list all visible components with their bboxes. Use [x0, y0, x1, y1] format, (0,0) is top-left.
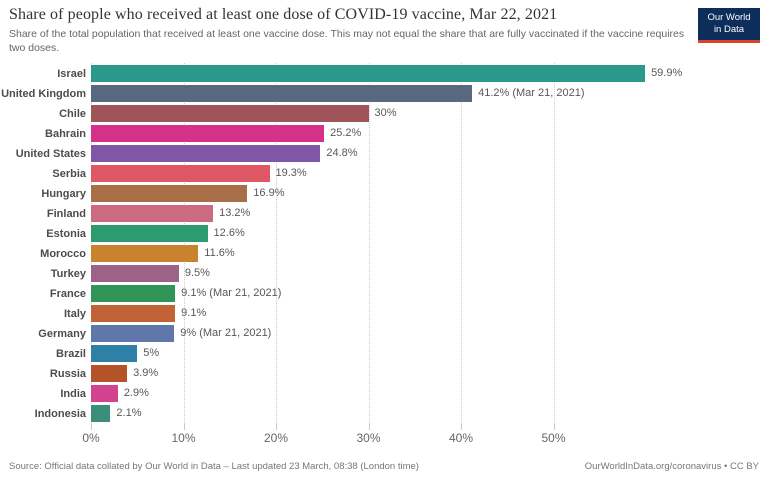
value-label: 2.1%	[116, 407, 142, 419]
chart-footer: Source: Official data collated by Our Wo…	[0, 461, 768, 472]
x-tick-label: 50%	[541, 431, 566, 445]
bar[interactable]	[91, 305, 176, 322]
bar-row-germany[interactable]: Germany 9% (Mar 21, 2021)	[0, 324, 768, 344]
country-label: United States	[15, 148, 86, 160]
owid-logo-line2: in Data	[713, 24, 745, 35]
country-label: Hungary	[41, 188, 86, 200]
license-link[interactable]: OurWorldInData.org/coronavirus • CC BY	[584, 461, 759, 472]
bar[interactable]	[91, 345, 138, 362]
country-label: Germany	[38, 328, 86, 340]
bar-row-israel[interactable]: Israel 59.9%	[0, 64, 768, 84]
owid-logo[interactable]: Our World in Data	[698, 8, 760, 43]
owid-logo-line1: Our World	[707, 12, 751, 24]
bar[interactable]	[91, 265, 179, 282]
gridline-40%	[461, 63, 462, 430]
gridline-20%	[276, 63, 277, 430]
bar-row-indonesia[interactable]: Indonesia 2.1%	[0, 404, 768, 424]
bar[interactable]	[91, 145, 321, 162]
country-label: France	[49, 288, 86, 300]
chart-title: Share of people who received at least on…	[9, 6, 558, 23]
x-tick-mark	[553, 424, 555, 429]
value-label: 13.2%	[219, 207, 251, 219]
bar[interactable]	[91, 285, 176, 302]
value-label: 24.8%	[326, 147, 358, 159]
bar-row-united-kingdom[interactable]: United Kingdom 41.2% (Mar 21, 2021)	[0, 84, 768, 104]
bar-row-russia[interactable]: Russia 3.9%	[0, 364, 768, 384]
value-label: 59.9%	[651, 67, 683, 79]
country-label: Bahrain	[45, 128, 86, 140]
bar[interactable]	[91, 105, 369, 122]
x-tick-mark	[368, 424, 370, 429]
bar-row-bahrain[interactable]: Bahrain 25.2%	[0, 124, 768, 144]
source-note: Source: Official data collated by Our Wo…	[9, 461, 419, 472]
bar-row-finland[interactable]: Finland 13.2%	[0, 204, 768, 224]
country-label: Turkey	[50, 268, 86, 280]
x-tick-label: 40%	[448, 431, 474, 445]
country-label: United Kingdom	[1, 88, 86, 100]
value-label: 9.5%	[184, 267, 210, 279]
bar[interactable]	[91, 385, 118, 402]
bar[interactable]	[91, 365, 128, 382]
value-label: 12.6%	[213, 227, 245, 239]
x-tick-mark	[183, 424, 185, 429]
value-label: 30%	[374, 107, 397, 119]
bar-row-hungary[interactable]: Hungary 16.9%	[0, 184, 768, 204]
bar[interactable]	[91, 185, 248, 202]
bar[interactable]	[91, 205, 214, 222]
bar[interactable]	[91, 245, 199, 262]
country-label: Indonesia	[34, 408, 86, 420]
bar-chart-plot-area: Israel 59.9% United Kingdom 41.2% (Mar 21, …	[0, 62, 768, 445]
country-label: Chile	[59, 108, 86, 120]
bar-row-italy[interactable]: Italy 9.1%	[0, 304, 768, 324]
value-label: 41.2% (Mar 21, 2021)	[478, 87, 585, 99]
value-label: 9% (Mar 21, 2021)	[180, 327, 272, 339]
bar-row-estonia[interactable]: Estonia 12.6%	[0, 224, 768, 244]
bar[interactable]	[91, 125, 325, 142]
bar-row-france[interactable]: France 9.1% (Mar 21, 2021)	[0, 284, 768, 304]
country-label: Serbia	[52, 168, 86, 180]
bar[interactable]	[91, 325, 175, 342]
bar[interactable]	[91, 85, 473, 102]
bar-row-serbia[interactable]: Serbia 19.3%	[0, 164, 768, 184]
x-tick-mark	[276, 424, 277, 429]
country-label: Brazil	[56, 348, 86, 360]
bar-row-brazil[interactable]: Brazil 5%	[0, 344, 768, 364]
bar-row-turkey[interactable]: Turkey 9.5%	[0, 264, 768, 284]
x-tick-label: 10%	[171, 431, 196, 445]
country-label: Russia	[49, 368, 86, 380]
country-label: India	[60, 388, 86, 400]
bar[interactable]	[91, 65, 646, 82]
country-label: Finland	[46, 208, 86, 220]
gridline-50%	[553, 63, 555, 430]
value-label: 5%	[143, 347, 160, 359]
chart-subtitle: Share of the total population that recei…	[9, 28, 685, 55]
bar-row-morocco[interactable]: Morocco 11.6%	[0, 244, 768, 264]
country-label: Israel	[57, 68, 86, 80]
x-tick-mark	[91, 424, 92, 429]
bar-row-united-states[interactable]: United States 24.8%	[0, 144, 768, 164]
value-label: 3.9%	[133, 367, 159, 379]
x-tick-label: 0%	[82, 431, 100, 445]
bar[interactable]	[91, 225, 208, 242]
bar-row-india[interactable]: India 2.9%	[0, 384, 768, 404]
country-label: Italy	[63, 308, 86, 320]
bar-row-chile[interactable]: Chile 30%	[0, 104, 768, 124]
value-label: 11.6%	[204, 247, 235, 259]
value-label: 16.9%	[253, 187, 285, 199]
value-label: 9.1%	[181, 307, 207, 319]
value-label: 19.3%	[275, 167, 307, 179]
x-tick-label: 20%	[263, 431, 289, 445]
value-label: 25.2%	[330, 127, 362, 139]
x-tick-mark	[461, 424, 462, 429]
bar[interactable]	[91, 405, 111, 422]
value-label: 9.1% (Mar 21, 2021)	[181, 287, 282, 299]
bar[interactable]	[91, 165, 270, 182]
x-tick-label: 30%	[356, 431, 381, 445]
country-label: Morocco	[40, 248, 86, 260]
gridline-30%	[368, 63, 370, 430]
value-label: 2.9%	[123, 387, 149, 399]
country-label: Estonia	[46, 228, 86, 240]
